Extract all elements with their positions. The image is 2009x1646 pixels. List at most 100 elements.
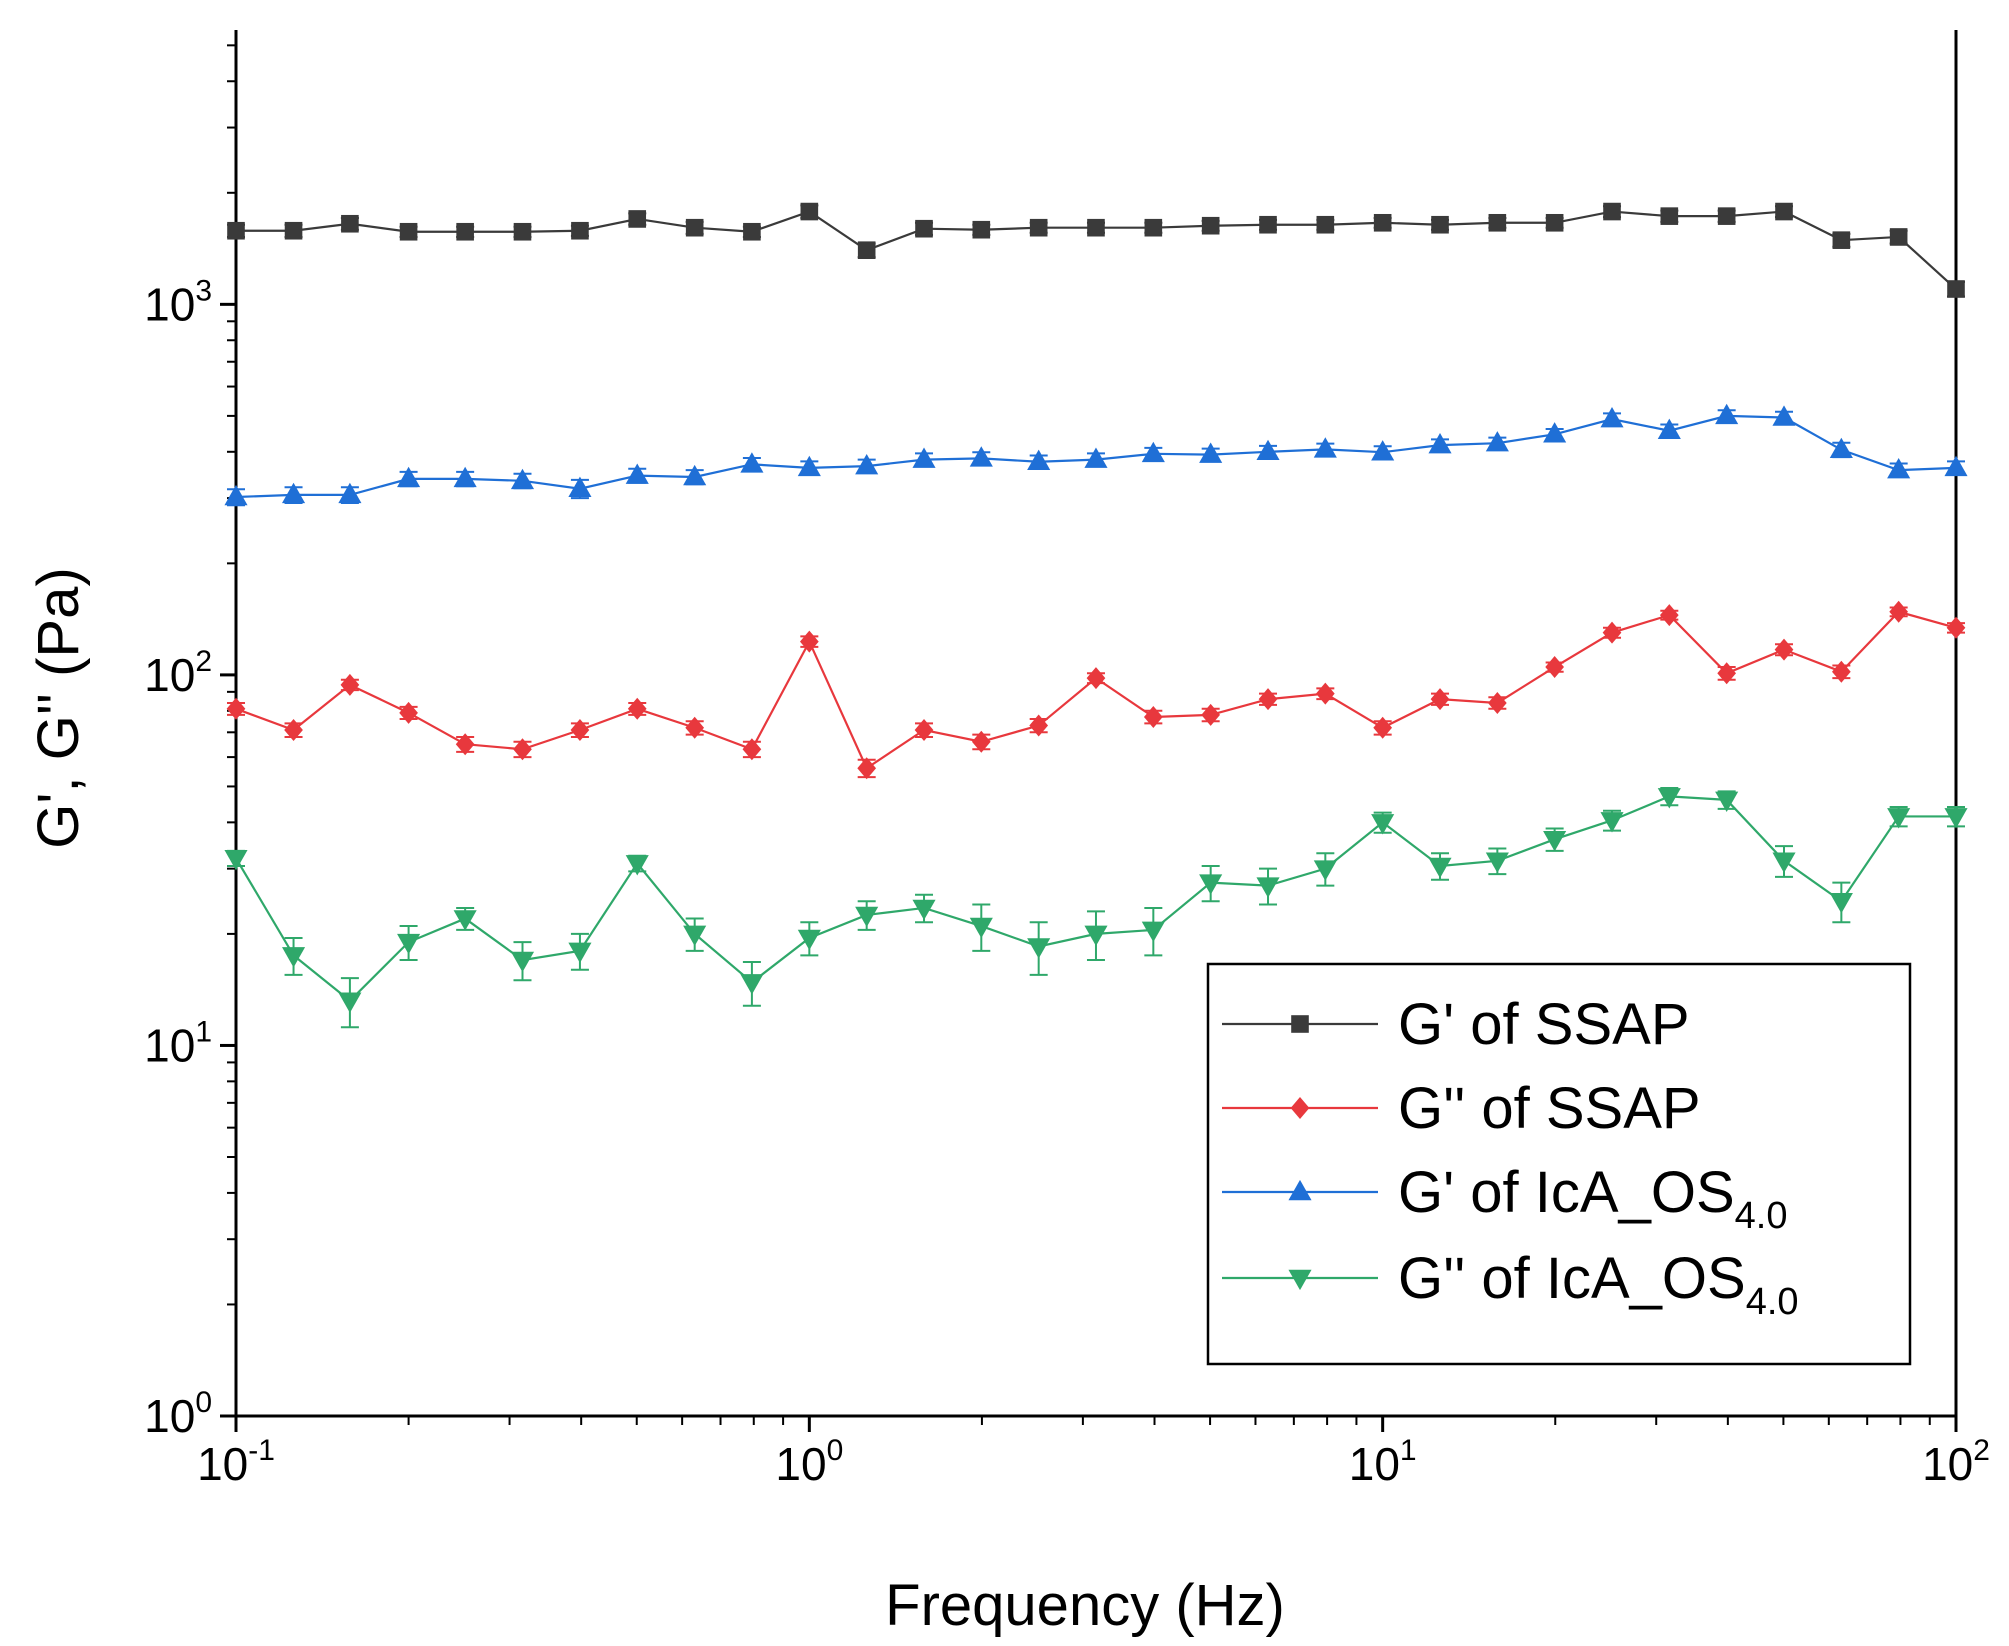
data-point	[1027, 449, 1051, 471]
data-point	[1946, 616, 1966, 639]
data-point	[799, 630, 819, 653]
legend-item-3: G' of IcA_OS4.0	[1222, 1160, 1787, 1237]
series-2	[226, 600, 1966, 780]
data-point	[338, 482, 362, 504]
data-point	[399, 222, 418, 241]
data-point	[1715, 403, 1739, 425]
x-tick-label: 101	[1349, 1434, 1417, 1490]
series-3	[224, 403, 1968, 507]
data-point	[284, 719, 303, 742]
data-point	[912, 899, 936, 921]
data-point	[969, 446, 993, 467]
x-tick-label: 102	[1922, 1434, 1990, 1490]
data-point	[1084, 447, 1108, 468]
data-point	[568, 942, 592, 963]
series-4	[224, 787, 1968, 1029]
data-point	[1485, 852, 1509, 873]
data-point	[857, 241, 876, 259]
data-point	[969, 917, 993, 939]
y-axis-title: G', G'' (Pa)	[26, 567, 91, 848]
data-point	[510, 951, 535, 973]
data-point	[1313, 437, 1337, 458]
data-point	[1545, 656, 1564, 679]
data-point	[912, 447, 936, 468]
data-point	[800, 202, 819, 221]
plot-frame	[234, 30, 1958, 1418]
data-point	[455, 733, 475, 756]
data-point	[1087, 218, 1105, 237]
data-point	[281, 947, 306, 968]
data-point	[571, 221, 589, 240]
data-point	[1775, 202, 1793, 221]
x-axis: 10-1 100 101 102	[197, 1416, 1990, 1490]
data-point	[740, 452, 764, 473]
y-tick-label: 100	[144, 1386, 212, 1442]
data-point	[740, 974, 764, 995]
data-point	[1657, 418, 1681, 439]
data-point	[1371, 814, 1395, 835]
legend-swatch-marker	[1288, 1179, 1312, 1201]
legend-box	[1206, 962, 1912, 1366]
legend-swatch-marker	[1288, 1269, 1312, 1291]
data-point	[972, 220, 991, 239]
data-point	[628, 210, 647, 228]
data-point	[1887, 458, 1911, 479]
data-point	[1889, 228, 1908, 246]
series-layer	[224, 202, 1968, 1029]
data-point	[1256, 439, 1280, 461]
data-point	[1485, 431, 1509, 452]
legend: G' of SSAP G'' of SSAP G' of IcA_OS4.0 G'' …	[1206, 962, 1912, 1366]
data-point	[971, 730, 991, 753]
data-point	[227, 221, 245, 240]
data-point	[1543, 422, 1567, 443]
data-point	[513, 738, 532, 761]
data-point	[685, 716, 705, 739]
data-point	[857, 757, 877, 780]
data-point	[1259, 215, 1277, 234]
data-point	[1373, 716, 1393, 739]
data-point	[453, 466, 477, 488]
data-point	[1944, 455, 1968, 477]
data-point	[1602, 621, 1622, 644]
data-point	[1201, 703, 1221, 726]
data-point	[1600, 812, 1624, 833]
data-point	[1086, 667, 1106, 690]
legend-label: G' of IcA_OS4.0	[1398, 1160, 1787, 1237]
data-point	[1371, 440, 1395, 461]
y-tick-label: 101	[144, 1015, 212, 1071]
data-point	[1774, 638, 1794, 661]
data-point	[1431, 215, 1449, 234]
data-point	[1772, 852, 1796, 873]
data-point	[1488, 691, 1507, 714]
legend-swatch-marker	[1291, 1015, 1309, 1033]
data-point	[1199, 442, 1223, 463]
data-point	[855, 906, 879, 928]
y-tick-label: 103	[144, 274, 212, 330]
data-point	[1715, 791, 1739, 812]
data-point	[1316, 215, 1335, 234]
data-point	[453, 910, 477, 931]
y-tick-label: 102	[144, 645, 212, 701]
data-point	[1657, 788, 1681, 809]
data-point	[1141, 441, 1165, 463]
data-point	[568, 476, 592, 497]
data-point	[1258, 688, 1278, 711]
data-point	[1488, 213, 1507, 232]
data-point	[1889, 600, 1909, 623]
data-point	[338, 992, 362, 1013]
data-point	[399, 701, 418, 724]
data-point	[625, 463, 649, 484]
data-point	[1201, 216, 1220, 235]
data-point	[683, 464, 707, 486]
data-point	[1029, 218, 1048, 237]
legend-label: G' of SSAP	[1398, 992, 1690, 1057]
x-tick-label: 10-1	[197, 1434, 275, 1490]
legend-swatch-marker	[1290, 1097, 1310, 1119]
data-point	[284, 221, 303, 240]
legend-item-2: G'' of SSAP	[1222, 1076, 1701, 1141]
data-point	[397, 466, 421, 488]
data-point	[1428, 857, 1452, 879]
data-point	[797, 455, 821, 477]
data-point	[914, 719, 934, 742]
legend-label: G'' of IcA_OS4.0	[1398, 1246, 1799, 1323]
